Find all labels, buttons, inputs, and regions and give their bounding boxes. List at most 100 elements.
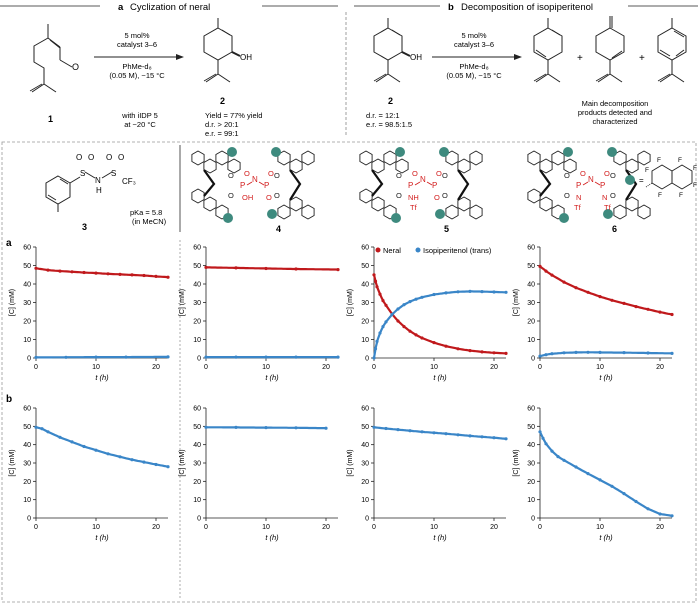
ring-3: [563, 158, 577, 174]
plus-2: +: [639, 53, 645, 64]
legend-neral-marker: [375, 247, 381, 253]
x-axis-label: t (h): [599, 533, 613, 542]
header-panel-b: b Decomposition of isopiperitenol: [354, 2, 698, 13]
core-nh: NH: [408, 193, 419, 202]
y-tick-label: 30: [361, 461, 369, 468]
y-tick-label: 40: [527, 282, 535, 289]
core-o3: O: [610, 171, 616, 180]
x-axis-label: t (h): [433, 373, 447, 382]
y-tick-label: 30: [361, 300, 369, 307]
y-tick-label: 60: [193, 245, 201, 252]
ring-5: [203, 196, 217, 212]
y-tick-label: 30: [527, 461, 535, 468]
series-isopiperitenol: [34, 355, 170, 359]
x-axis-label: t (h): [95, 373, 109, 382]
series-line: [372, 290, 508, 360]
series-isopiperitenol: [204, 355, 340, 359]
y-tick-label: 60: [527, 406, 535, 413]
series-line: [34, 426, 170, 468]
y-tick-label: 20: [193, 479, 201, 486]
y-tick-label: 20: [23, 479, 31, 486]
core-p-right: P: [600, 181, 605, 190]
teal-group-bottom-right: [267, 209, 277, 219]
y-tick-label: 30: [23, 461, 31, 468]
x-tick-label: 20: [322, 524, 330, 531]
teal-group-top-left: [227, 147, 237, 157]
sm-b-oh: OH: [410, 53, 422, 62]
ring-9: [301, 150, 315, 166]
chart-a-6: 0 10 20 30 40 50 60 0 10 20 t (h) [C] (mM): [513, 245, 674, 382]
conditions-b-3: PhMe-d₈: [459, 62, 488, 71]
series-neral: [204, 265, 340, 272]
data-region-border: [1, 141, 697, 603]
core-o2: O: [396, 191, 402, 200]
y-tick-label: 60: [193, 406, 201, 413]
x-tick-label: 10: [430, 364, 438, 371]
ring-2: [551, 150, 565, 166]
cat3-o1: O: [76, 153, 82, 162]
f5: F: [679, 192, 683, 199]
teal-group-bottom-left: [223, 213, 233, 223]
f1: F: [657, 157, 661, 164]
ring-1: [203, 158, 217, 174]
chart-a-4: 0 10 20 30 40 50 60 0 10 20 t (h) [C] (mM): [179, 245, 340, 382]
ring-4: [191, 188, 205, 204]
ring-0: [191, 150, 205, 166]
ring-6: [215, 204, 229, 220]
x-tick-label: 20: [656, 524, 664, 531]
catalyst-5-label: 5: [444, 224, 449, 234]
y-axis-label: [C] (mM): [513, 449, 520, 476]
ring-8: [625, 158, 639, 174]
conditions-a-2: catalyst 3–6: [117, 40, 157, 49]
ring-0: [359, 150, 373, 166]
arrow-head-b: [514, 54, 522, 60]
series-line: [538, 265, 674, 316]
x-tick-label: 20: [490, 524, 498, 531]
y-tick-label: 50: [361, 424, 369, 431]
ring-4: [527, 188, 541, 204]
y-tick-label: 10: [193, 337, 201, 344]
core-o-bottom: O: [266, 193, 272, 202]
ring-3: [395, 158, 409, 174]
pn-bond-right: [594, 181, 601, 186]
x-tick-label: 0: [538, 524, 542, 531]
y-tick-label: 20: [527, 319, 535, 326]
y-tick-label: 30: [23, 300, 31, 307]
core-o5: O: [580, 169, 586, 178]
ring-11: [469, 204, 483, 220]
y-tick-label: 10: [527, 337, 535, 344]
x-tick-label: 0: [34, 364, 38, 371]
teal-group-top-right: [439, 147, 449, 157]
pn-bond-right: [426, 181, 433, 186]
core-o3: O: [274, 171, 280, 180]
charts-group: 0 10 20 30 40 50 60 0 10 20 t (h) [C] (mM) 0 10 20 30 40…: [9, 245, 674, 542]
sm-b-er: e.r. = 98.5:1.5: [366, 120, 412, 129]
teal-group-top-right: [607, 147, 617, 157]
y-axis-label: [C] (mM): [179, 289, 186, 316]
ring-12: [277, 204, 291, 220]
arrow-head-a: [176, 54, 184, 60]
y-tick-label: 20: [23, 319, 31, 326]
decomposition-product-3: [657, 18, 687, 83]
y-tick-label: 60: [361, 245, 369, 252]
y-tick-label: 40: [361, 442, 369, 449]
x-tick-label: 10: [596, 364, 604, 371]
core-tf-right: Tf: [604, 203, 612, 212]
core-p-left: P: [408, 181, 413, 190]
legend-neral-label: Neral: [383, 246, 401, 255]
pn-bond-left: [414, 181, 421, 186]
ring-9: [469, 150, 483, 166]
neral-label: 1: [48, 114, 53, 124]
teal-group-top-left: [563, 147, 573, 157]
y-tick-label: 50: [527, 263, 535, 270]
series-line: [34, 355, 170, 359]
series-line: [538, 430, 674, 517]
y-tick-label: 0: [531, 516, 535, 523]
core-tf-left: Tf: [574, 203, 582, 212]
y-axis-label: [C] (mM): [9, 449, 16, 476]
y-tick-label: 0: [531, 356, 535, 363]
y-tick-label: 40: [193, 282, 201, 289]
core-o3: O: [442, 171, 448, 180]
sm-b-label: 2: [388, 96, 393, 106]
